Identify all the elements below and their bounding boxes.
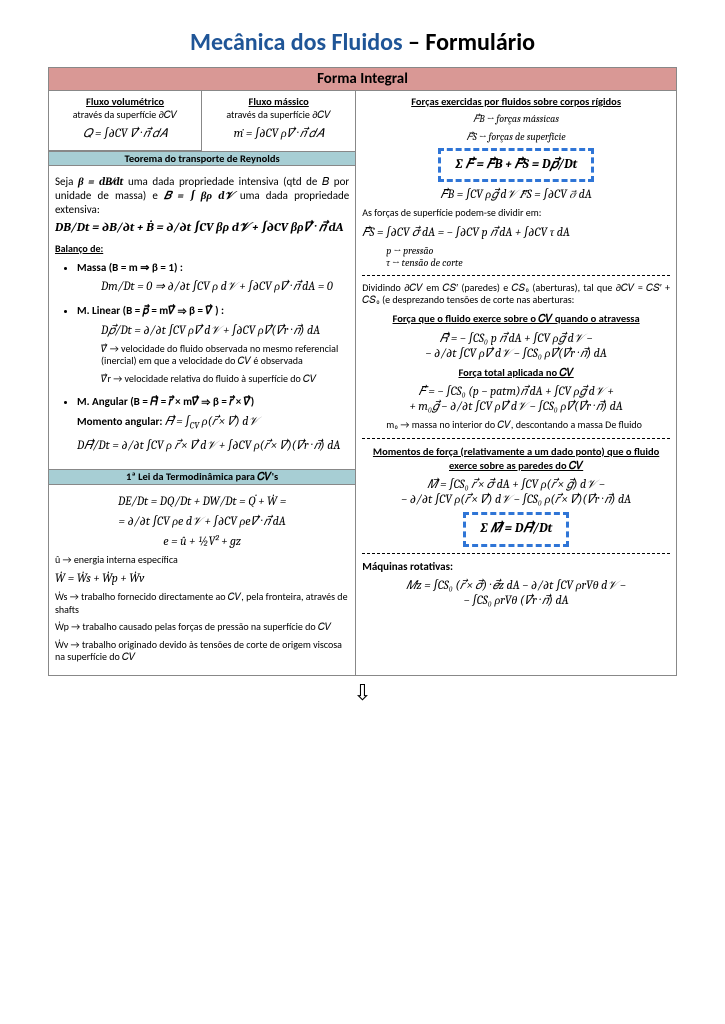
rbeta: β = dB⁄dt bbox=[78, 175, 123, 188]
termo-W: Ẇ = Ẇs + Ẇp + Ẇv bbox=[55, 571, 349, 586]
right-column: Forças exercidas por fluidos sobre corpo… bbox=[356, 91, 676, 675]
box2-eq: ∑ 𝑀⃗ = D𝐻⃗/Dt bbox=[480, 521, 552, 536]
fluxo-mass-h: Fluxo mássico bbox=[249, 95, 309, 108]
dash-sep-2 bbox=[362, 438, 670, 439]
cell-fluxo-vol: Fluxo volumétrico através da superfície … bbox=[49, 91, 202, 151]
cell-termo: DE/Dt = DQ/Dt + DW/Dt = Q̇ + Ẇ = = ∂/∂t … bbox=[49, 485, 355, 675]
atrav-eq: 𝑅⃗ = − ∫CS₀ p 𝑛⃗ dA + ∫CV ρ𝑔⃗ d𝒱 − − ∂/∂… bbox=[362, 331, 670, 361]
m0-def: m₀ → massa no interior do 𝐶𝑉, descontand… bbox=[362, 419, 670, 432]
mang-mom: Momento angular: 𝐻⃗ = ∫CV ρ(𝑟⃗ × 𝑉⃗) d𝒱 bbox=[77, 414, 349, 433]
massa-eq: Dm/Dt = 0 ⇒ ∂/∂t ∫CV ρ d𝒱 + ∫∂CV ρ𝑉⃗ · 𝑛… bbox=[77, 279, 349, 294]
FB-txt: 𝐹⃗B → forças mássicas bbox=[362, 113, 670, 126]
item-massa: Massa (B = m ⇒ β = 1) : Dm/Dt = 0 ⇒ ∂/∂t… bbox=[77, 261, 349, 294]
mlin-eq: D𝑝⃗/Dt = ∂/∂t ∫CV ρ𝑉⃗ d𝒱 + ∫∂CV ρ𝑉⃗(𝑉⃗r … bbox=[77, 323, 349, 338]
fluxo-mass-sub: através da superfície ∂𝐶𝑉 bbox=[226, 108, 331, 121]
dash-sep-1 bbox=[362, 275, 670, 276]
balanco-h: Balanço de: bbox=[55, 242, 103, 255]
termo-Wv: Ẇv → trabalho originado devido às tensõe… bbox=[55, 639, 349, 664]
fluxo-vol-h: Fluxo volumétrico bbox=[86, 95, 164, 108]
tot-eq: 𝐹⃗ = − ∫CS₀ (p − patm)𝑛⃗ dA + ∫CV ρ𝑔⃗ d𝒱… bbox=[362, 384, 670, 414]
termo-Ws: Ẇs → trabalho fornecido directamente ao … bbox=[55, 591, 349, 616]
title-blue: Mecânica dos Fluidos bbox=[190, 28, 403, 57]
rBint: 𝐵 = ∫ βρ d𝒱 bbox=[164, 189, 234, 202]
termo-header: 1ª Lei da Termodinâmica para 𝐶𝑉's bbox=[49, 469, 355, 485]
main-table: Forma Integral Fluxo volumétrico através… bbox=[48, 67, 677, 676]
mang-h: M. Angular (B = 𝐻⃗ = 𝑟⃗ × m𝑉⃗ ⇒ β = 𝑟⃗ ×… bbox=[77, 395, 254, 408]
termo-eq2: = ∂/∂t ∫CV ρe d𝒱 + ∫∂CV ρe𝑉⃗ · 𝑛⃗ dA bbox=[55, 514, 349, 529]
div-txt: Dividindo ∂𝐶𝑉 em 𝐶𝑆′ (paredes) e 𝐶𝑆₀ (ab… bbox=[362, 282, 670, 307]
maq-eq: 𝑀z = ∫CS₀ (𝑟⃗ × 𝜎⃗) · 𝑒⃗z dA − ∂/∂t ∫CV … bbox=[362, 578, 670, 608]
rt1: Seja bbox=[55, 175, 78, 188]
FBint-eq: 𝐹⃗B = ∫CV ρ𝑔⃗ d𝒱 𝐹⃗S = ∫∂CV 𝜎⃗ dA bbox=[362, 187, 670, 202]
fluxo-vol-eq: 𝑄 = ∫∂CV 𝑉⃗ · 𝑛⃗ 𝑑𝐴 bbox=[53, 126, 197, 141]
mom-eq: 𝑀⃗ = ∫CS₀ 𝑟⃗ × 𝜎⃗ dA + ∫CV ρ(𝑟⃗ × 𝑔⃗) d𝒱… bbox=[362, 477, 670, 507]
mom-h: Momentos de força (relativamente a um da… bbox=[373, 445, 659, 472]
title-rest: – Formulário bbox=[403, 28, 535, 57]
left-column: Fluxo volumétrico através da superfície … bbox=[49, 91, 356, 675]
FS-txt: 𝐹⃗S → forças de superfície bbox=[362, 131, 670, 144]
fluxo-mass-eq: ṁ = ∫∂CV ρ𝑉⃗ · 𝑛⃗ 𝑑𝐴 bbox=[206, 126, 351, 141]
reynolds-text: Seja β = dB⁄dt uma dada propriedade inte… bbox=[55, 175, 349, 216]
mlin-n1: 𝑉⃗ → velocidade do fluido observada no m… bbox=[77, 343, 349, 368]
section-header-integral: Forma Integral bbox=[49, 68, 676, 91]
termo-u: û → energia interna específica bbox=[55, 554, 349, 567]
cell-reynolds: Seja β = dB⁄dt uma dada propriedade inte… bbox=[49, 166, 355, 469]
box1-eq: ∑ 𝐹⃗ = 𝐹⃗B + 𝐹⃗S = D𝑝⃗/Dt bbox=[455, 157, 577, 172]
atrav-h: Força que o fluido exerce sobre o 𝐶𝑉 qua… bbox=[393, 312, 640, 325]
item-mlin: M. Linear (B = 𝑝⃗ = m𝑉⃗ ⇒ β = 𝑉⃗ ) : D𝑝⃗… bbox=[77, 304, 349, 386]
forcas-h: Forças exercidas por fluidos sobre corpo… bbox=[411, 95, 621, 108]
reynolds-eq: DB/Dt = ∂B/∂t + Ḃ = ∂/∂t ∫CV βρ d𝒱 + ∫∂C… bbox=[55, 221, 349, 237]
tot-h: Força total aplicada no 𝐶𝑉 bbox=[458, 366, 573, 379]
item-mang: M. Angular (B = 𝐻⃗ = 𝑟⃗ × m𝑉⃗ ⇒ β = 𝑟⃗ ×… bbox=[77, 395, 349, 453]
dash-sep-3 bbox=[362, 553, 670, 554]
termo-eq3: e = û + ½V² + gz bbox=[55, 534, 349, 549]
termo-Wp: Ẇp → trabalho causado pelas forças de pr… bbox=[55, 621, 349, 634]
mang-eq: D𝐻⃗/Dt = ∂/∂t ∫CV ρ 𝑟⃗ × 𝑉⃗ d𝒱 + ∫∂CV ρ(… bbox=[77, 438, 349, 453]
cell-fluxo-mass: Fluxo mássico através da superfície ∂𝐶𝑉 … bbox=[202, 91, 355, 151]
down-arrow-icon: ⇩ bbox=[48, 680, 677, 706]
reynolds-header: Teorema do transporte de Reynolds bbox=[49, 151, 355, 166]
mlin-n2: 𝑉⃗r → velocidade relativa do fluido à su… bbox=[77, 373, 349, 386]
FS-eq: 𝐹⃗S = ∫∂CV 𝜎⃗ dA = − ∫∂CV p 𝑛⃗ dA + ∫∂CV… bbox=[362, 225, 670, 240]
maq-h: Máquinas rotativas: bbox=[362, 560, 453, 573]
p-def: p → pressão bbox=[362, 245, 670, 257]
page-title: Mecânica dos Fluidos – Formulário bbox=[48, 28, 677, 57]
box-sumF: ∑ 𝐹⃗ = 𝐹⃗B + 𝐹⃗S = D𝑝⃗/Dt bbox=[438, 148, 594, 182]
sup-intro: As forças de superfície podem-se dividir… bbox=[362, 207, 670, 220]
mlin-h: M. Linear (B = 𝑝⃗ = m𝑉⃗ ⇒ β = 𝑉⃗ ) : bbox=[77, 304, 224, 317]
box-sumM: ∑ 𝑀⃗ = D𝐻⃗/Dt bbox=[463, 512, 569, 546]
massa-h: Massa (B = m ⇒ β = 1) : bbox=[77, 261, 183, 274]
tau-def: τ → tensão de corte bbox=[362, 257, 670, 269]
fluxo-vol-sub: através da superfície ∂𝐶𝑉 bbox=[73, 108, 178, 121]
termo-eq1: DE/Dt = DQ/Dt + DW/Dt = Q̇ + Ẇ = bbox=[55, 494, 349, 509]
